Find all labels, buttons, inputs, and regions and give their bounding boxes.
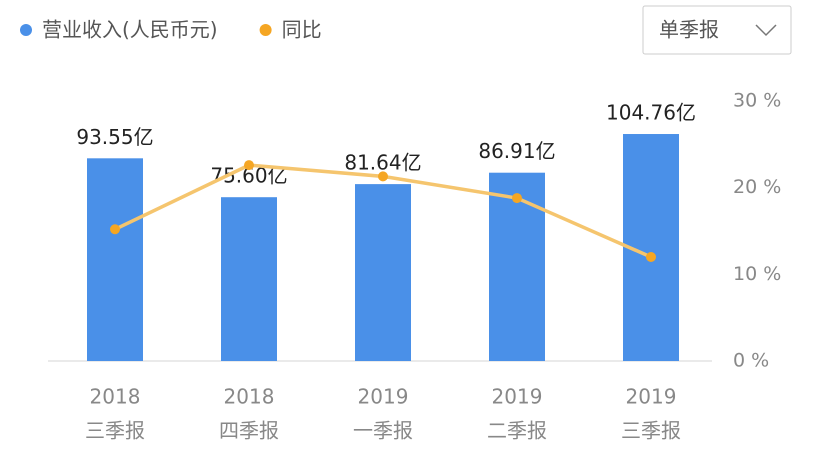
- period-dropdown[interactable]: [642, 5, 792, 55]
- value-label: 81.64亿: [344, 151, 421, 175]
- bar: [221, 197, 277, 361]
- yoy-point: [512, 193, 522, 204]
- value-label: 104.76亿: [606, 101, 696, 125]
- bar: [87, 158, 143, 361]
- x-tick-label: 2018: [90, 385, 141, 409]
- legend-label: 营业收入(人民币元): [42, 18, 218, 42]
- yoy-point: [378, 171, 388, 182]
- yoy-point: [646, 252, 656, 262]
- x-tick-label: 2019: [626, 385, 677, 409]
- value-label: 93.55亿: [76, 125, 153, 149]
- value-label: 86.91亿: [478, 139, 555, 163]
- yoy-point: [244, 160, 254, 171]
- x-tick-label: 一季报: [353, 419, 413, 443]
- legend-marker: [20, 24, 32, 36]
- x-tick-label: 二季报: [487, 419, 547, 443]
- y2-tick-label: 20 %: [733, 176, 781, 198]
- y2-tick-label: 30 %: [733, 90, 781, 112]
- x-tick-label: 三季报: [85, 419, 145, 443]
- dropdown-label[interactable]: 单季报: [659, 18, 719, 42]
- yoy-point: [110, 224, 120, 235]
- legend-marker: [259, 24, 272, 36]
- x-tick-label: 三季报: [621, 419, 681, 443]
- x-tick-label: 2018: [224, 385, 275, 409]
- x-tick-label: 2019: [492, 385, 543, 409]
- y2-tick-label: 0 %: [733, 350, 769, 372]
- x-tick-label: 四季报: [219, 419, 279, 443]
- bar: [355, 184, 411, 361]
- legend-label: 同比: [282, 18, 322, 42]
- x-tick-label: 2019: [358, 385, 409, 409]
- y2-tick-label: 10 %: [733, 263, 781, 285]
- dropdown-arrow: [755, 24, 777, 37]
- bar: [489, 172, 545, 361]
